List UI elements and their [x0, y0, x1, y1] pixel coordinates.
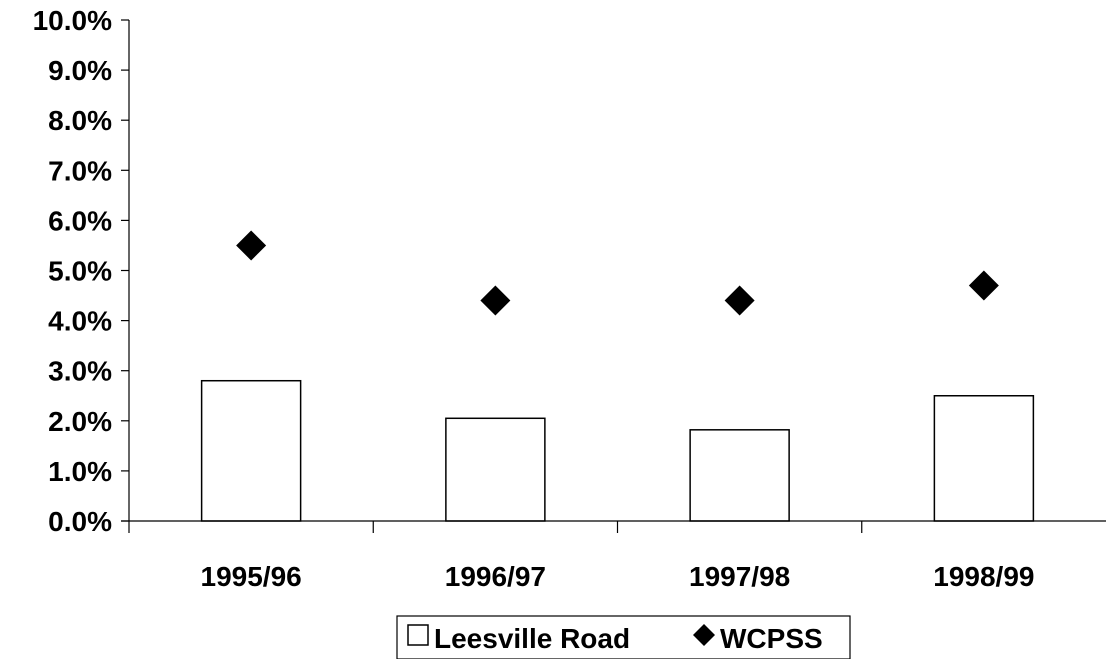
bar-leesville-road: [200, 379, 302, 522]
y-tick-label: 8.0%: [48, 105, 112, 136]
y-tick-label: 10.0%: [33, 5, 112, 36]
legend-box: [396, 615, 851, 660]
bar-leesville-road: [445, 417, 546, 522]
y-tick-label: 9.0%: [48, 55, 112, 86]
y-tick-label: 1.0%: [48, 456, 112, 487]
y-tick-label: 2.0%: [48, 406, 112, 437]
plot-area: [200, 230, 1035, 522]
point-wcpss: [724, 285, 755, 316]
point-wcpss: [480, 285, 511, 316]
point-wcpss: [968, 270, 999, 301]
x-tick-label: 1998/99: [933, 561, 1034, 592]
y-tick-label: 3.0%: [48, 356, 112, 387]
y-tick-label: 5.0%: [48, 256, 112, 287]
point-wcpss: [236, 230, 267, 261]
legend-swatch-wcpss: [693, 624, 715, 646]
bar-leesville-road: [933, 395, 1035, 522]
axes: 0.0% 1.0% 2.0% 3.0% 4.0% 5.0% 6.0% 7.0% 8.0% 9.0%…: [33, 5, 1106, 592]
y-tick-label: 7.0%: [48, 155, 112, 186]
legend: Leesville Road WCPSS: [396, 615, 851, 660]
legend-swatch-leesville-road: [407, 624, 429, 646]
y-tick-label: 4.0%: [48, 306, 112, 337]
x-tick-label: 1996/97: [445, 561, 546, 592]
bar-leesville-road: [689, 429, 790, 522]
y-tick-label: 6.0%: [48, 205, 112, 236]
x-tick-label: 1997/98: [689, 561, 790, 592]
y-tick-label: 0.0%: [48, 506, 112, 537]
legend-label-wcpss: WCPSS: [720, 623, 823, 654]
x-tick-label: 1995/96: [201, 561, 302, 592]
legend-label-leesville-road: Leesville Road: [434, 623, 630, 654]
